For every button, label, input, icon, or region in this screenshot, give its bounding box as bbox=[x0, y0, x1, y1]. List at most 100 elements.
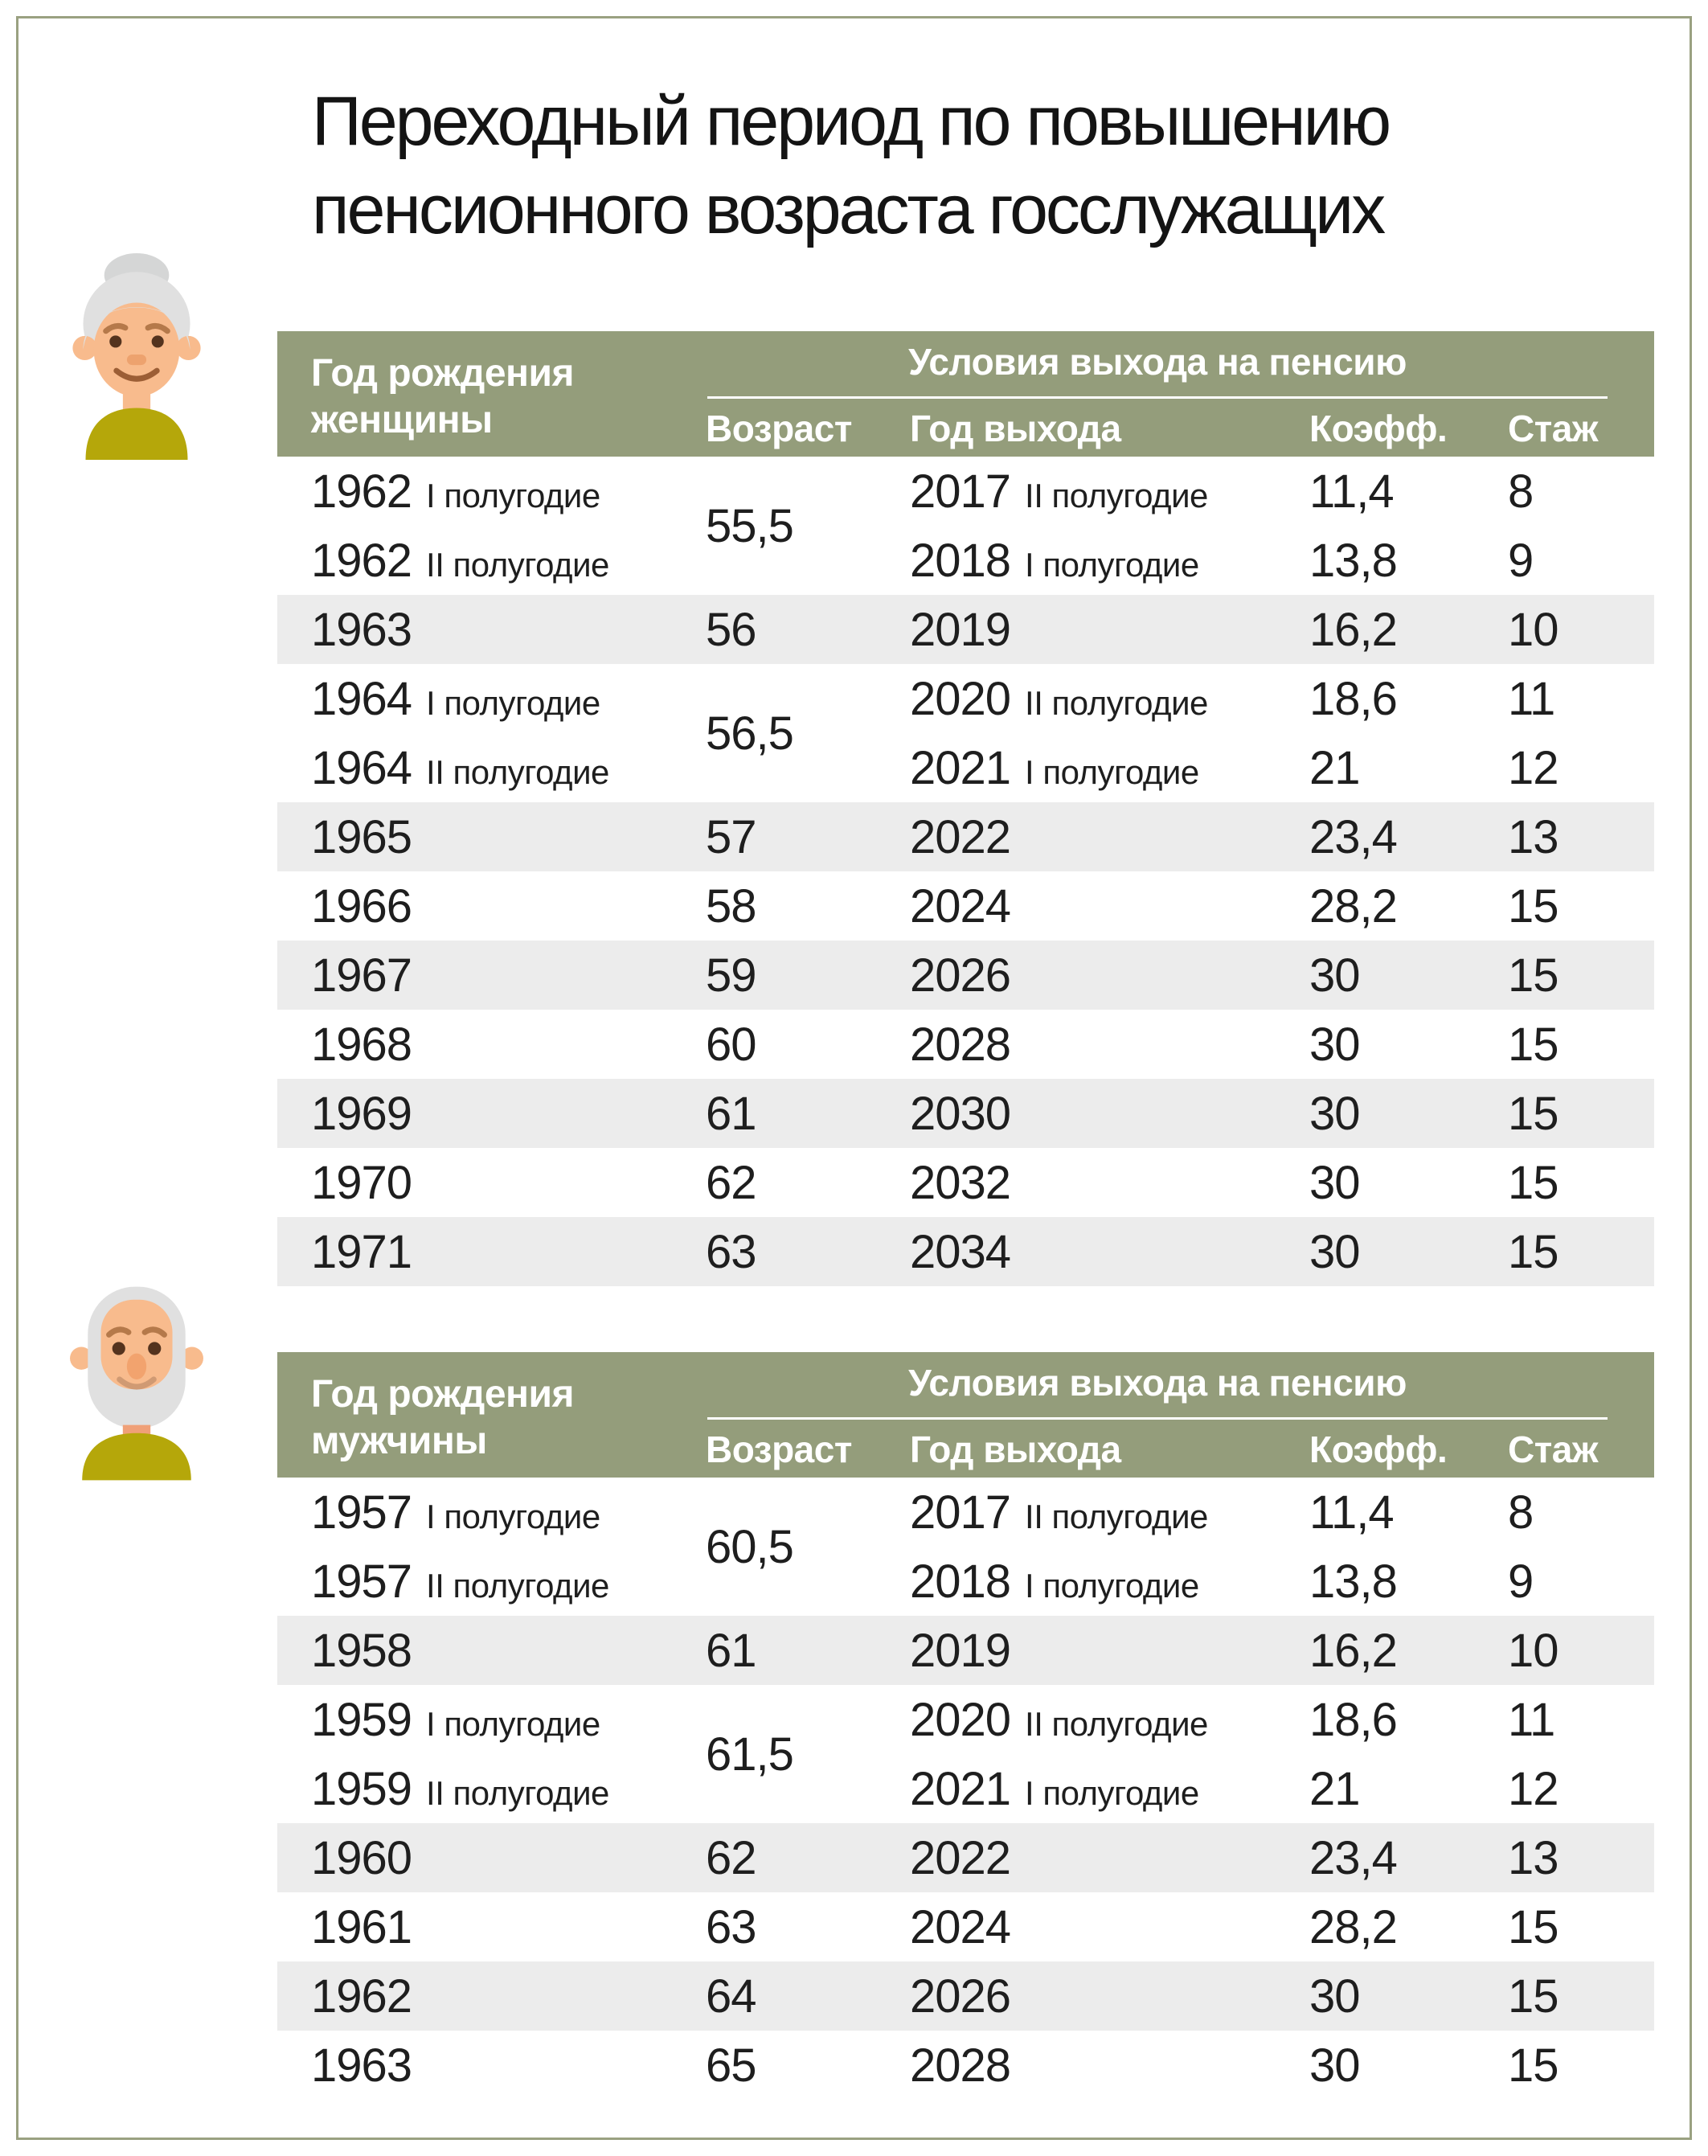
age-value: 60 bbox=[706, 1018, 757, 1071]
shirt bbox=[82, 1433, 191, 1481]
experience-value: 11 bbox=[1508, 1693, 1555, 1746]
birth-year-cell: 1970 bbox=[277, 1148, 706, 1217]
retire-year-value: 2019 bbox=[910, 603, 1011, 656]
coeff-cell: 30 bbox=[1309, 1010, 1508, 1079]
experience-cell: 15 bbox=[1508, 941, 1654, 1010]
coeff-cell: 30 bbox=[1309, 1079, 1508, 1148]
retire-half-label: II полугодие bbox=[1025, 1497, 1208, 1535]
smile bbox=[113, 367, 160, 382]
age-value: 60,5 bbox=[706, 1520, 794, 1573]
retire-year-cell: 2022 bbox=[910, 1823, 1309, 1892]
experience-cell: 13 bbox=[1508, 802, 1654, 871]
age-value: 61 bbox=[706, 1087, 757, 1140]
experience-value: 12 bbox=[1508, 1762, 1559, 1815]
birth-half-label: I полугодие bbox=[426, 1497, 600, 1535]
retire-year-value: 2026 bbox=[910, 949, 1011, 1002]
birth-year-value: 1969 bbox=[311, 1087, 412, 1140]
experience-value: 12 bbox=[1508, 741, 1559, 794]
retire-year-cell: 2034 bbox=[910, 1217, 1309, 1286]
experience-value: 8 bbox=[1508, 1486, 1534, 1539]
experience-value: 11 bbox=[1508, 672, 1555, 725]
birth-year-cell: 1961 bbox=[277, 1892, 706, 1961]
table-row: 1964 I полугодие 56,5 2020 II полугодие 18,6 1… bbox=[277, 664, 1654, 760]
experience-value: 10 bbox=[1508, 1624, 1559, 1677]
age-cell: 63 bbox=[706, 1217, 910, 1286]
birth-year-cell: 1968 bbox=[277, 1010, 706, 1079]
age-value: 57 bbox=[706, 810, 757, 863]
experience-cell: 12 bbox=[1508, 733, 1654, 802]
experience-cell: 15 bbox=[1508, 2031, 1654, 2100]
coeff-column-header: Коэфф. bbox=[1309, 399, 1508, 457]
experience-value: 15 bbox=[1508, 1225, 1559, 1278]
table-row: 1969 61 2030 30 15 bbox=[277, 1079, 1655, 1148]
birth-half-label: II полугодие bbox=[426, 1566, 609, 1605]
birth-year-cell: 1967 bbox=[277, 941, 706, 1010]
age-cell: 61,5 bbox=[706, 1685, 910, 1823]
table-row: 1959 II полугодие 2021 I полугодие 21 12 bbox=[277, 1754, 1654, 1823]
retire-half-label: II полугодие bbox=[1025, 476, 1208, 514]
table-row: 1957 II полугодие 2018 I полугодие 13,8 9 bbox=[277, 1547, 1654, 1616]
experience-value: 9 bbox=[1508, 1555, 1534, 1608]
left-eye bbox=[112, 1342, 125, 1355]
coeff-cell: 16,2 bbox=[1309, 595, 1508, 664]
retire-year-cell: 2019 bbox=[910, 595, 1309, 664]
experience-column-header: Стаж bbox=[1508, 399, 1655, 457]
coeff-value: 23,4 bbox=[1309, 810, 1398, 863]
table-row: 1968 60 2028 30 15 bbox=[277, 1010, 1654, 1079]
retire-half-label: II полугодие bbox=[1025, 683, 1208, 722]
birth-year-cell: 1959 I полугодие bbox=[277, 1685, 706, 1754]
retire-year-cell: 2024 bbox=[910, 871, 1309, 941]
experience-value: 15 bbox=[1508, 1087, 1559, 1140]
retire-half-label: II полугодие bbox=[1025, 1704, 1208, 1743]
experience-cell: 9 bbox=[1508, 1547, 1654, 1616]
coeff-value: 13,8 bbox=[1309, 1555, 1398, 1608]
retire-year-cell: 2021 I полугодие bbox=[910, 1754, 1309, 1823]
age-cell: 64 bbox=[706, 1961, 910, 2031]
left-eyebrow bbox=[103, 322, 129, 334]
age-cell: 56,5 bbox=[706, 664, 910, 802]
coeff-value: 11,4 bbox=[1309, 465, 1395, 518]
retire-year-value: 2019 bbox=[910, 1624, 1011, 1677]
retire-year-column-header: Год выхода bbox=[910, 399, 1309, 457]
birth-year-cell: 1962 I полугодие bbox=[277, 457, 706, 526]
coeff-cell: 30 bbox=[1309, 2031, 1508, 2100]
table-row: 1962 II полугодие 2018 I полугодие 13,8 9 bbox=[277, 526, 1654, 595]
experience-value: 9 bbox=[1508, 534, 1534, 587]
retire-year-cell: 2017 II полугодие bbox=[910, 457, 1309, 526]
right-ear bbox=[176, 335, 201, 361]
birth-half-label: II полугодие bbox=[426, 1773, 609, 1812]
smile bbox=[117, 1376, 157, 1390]
table-row: 1960 62 2022 23,4 13 bbox=[277, 1823, 1655, 1892]
title-line-2: пенсионного возраста госслужащих bbox=[312, 171, 1386, 248]
nose bbox=[126, 355, 147, 366]
age-cell: 60,5 bbox=[706, 1478, 910, 1616]
retire-year-value: 2024 bbox=[910, 879, 1011, 932]
retire-year-value: 2026 bbox=[910, 1970, 1011, 2023]
retire-year-value: 2020 bbox=[910, 1693, 1011, 1746]
conditions-group-label: Условия выхода на пенсию bbox=[707, 340, 1608, 399]
experience-cell: 10 bbox=[1508, 1616, 1654, 1685]
title-line-1: Переходный период по повышению bbox=[312, 83, 1391, 160]
coeff-cell: 23,4 bbox=[1309, 1823, 1508, 1892]
age-value: 64 bbox=[706, 1970, 757, 2023]
birth-year-cell: 1966 bbox=[277, 871, 706, 941]
table-row: 1963 65 2028 30 15 bbox=[277, 2031, 1654, 2100]
age-cell: 55,5 bbox=[706, 457, 910, 595]
retire-year-cell: 2032 bbox=[910, 1148, 1309, 1217]
retire-year-cell: 2018 I полугодие bbox=[910, 1547, 1309, 1616]
face bbox=[93, 302, 180, 397]
coeff-value: 11,4 bbox=[1309, 1486, 1395, 1539]
age-value: 55,5 bbox=[706, 499, 794, 552]
birth-year-value: 1971 bbox=[311, 1225, 412, 1278]
coeff-cell: 13,8 bbox=[1309, 526, 1508, 595]
birth-year-cell: 1971 bbox=[277, 1217, 706, 1286]
coeff-column-header: Коэфф. bbox=[1309, 1420, 1508, 1478]
retire-half-label: I полугодие bbox=[1025, 545, 1199, 584]
table-row: 1957 I полугодие 60,5 2017 II полугодие 11,4 8 bbox=[277, 1478, 1654, 1573]
experience-cell: 15 bbox=[1508, 871, 1654, 941]
birth-year-value: 1965 bbox=[311, 810, 412, 863]
experience-cell: 15 bbox=[1508, 1217, 1654, 1286]
birth-year-cell: 1963 bbox=[277, 595, 706, 664]
age-cell: 60 bbox=[706, 1010, 910, 1079]
